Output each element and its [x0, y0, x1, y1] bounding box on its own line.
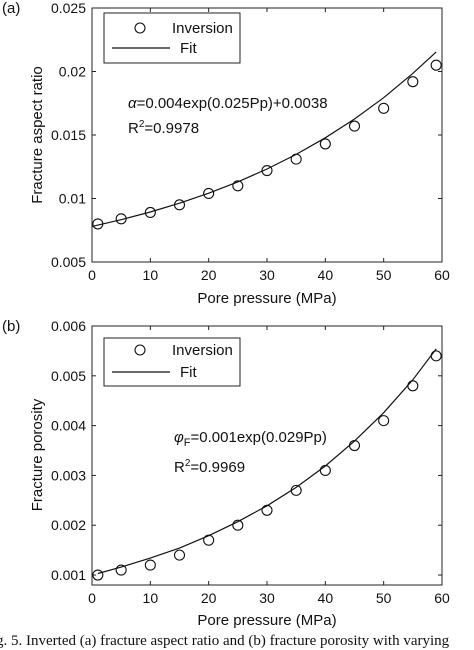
panel-a-data-point: [261, 165, 273, 177]
panel-a-data-point: [203, 187, 215, 199]
panel-b-xtick-label: 0: [88, 590, 96, 606]
panel-a: (a) 0 10 20 30 40 50 60 0.005 0.01 0.015 0.02 0.02…: [2, 0, 450, 307]
panel-b-data-point: [348, 439, 361, 452]
panel-b-data-point: [407, 380, 419, 392]
panel-a-legend-marker-inversion: [134, 22, 146, 34]
panel-b-xtick-label: 60: [434, 590, 450, 606]
panel-a-xtick-label: 30: [259, 267, 275, 283]
panel-b-ytick-label: 0.001: [51, 567, 86, 583]
panel-b-legend: Inversion Fit: [103, 337, 241, 387]
panel-a-ytick-label: 0.01: [59, 191, 86, 207]
panel-b-data-point: [144, 559, 156, 571]
panel-b-data-point: [319, 464, 331, 476]
panel-b-ytick-label: 0.006: [51, 318, 86, 334]
panel-b-data-point: [232, 519, 244, 531]
panel-b-data-point: [92, 569, 104, 581]
panel-a-ytick-label: 0.025: [51, 0, 86, 16]
panel-a-xtick-label: 0: [88, 267, 96, 283]
panel-b-xtick-label: 20: [201, 590, 217, 606]
panel-a-data-point: [430, 59, 442, 71]
panel-a-data-point: [290, 153, 302, 165]
panel-a-r-squared: R2=0.9978: [128, 119, 199, 137]
panel-a-xtick-label: 10: [143, 267, 159, 283]
panel-b-label: (b): [2, 318, 20, 335]
panel-b-ytick-label: 0.004: [51, 418, 86, 434]
panel-a-ytick-label: 0.005: [51, 254, 86, 270]
panel-b-xtick-label: 10: [143, 590, 159, 606]
panel-b-ytick-label: 0.005: [51, 368, 86, 384]
panel-b-equation: φF=0.001exp(0.029Pp): [174, 429, 327, 449]
panel-a-ylabel: Fracture aspect ratio: [29, 66, 46, 204]
panel-b-legend-inversion: Inversion: [172, 342, 233, 359]
panel-a-fit-line: [91, 51, 437, 227]
panel-a-xtick-label: 60: [434, 267, 450, 283]
panel-b-data-point: [378, 415, 390, 427]
panel-a-data-point: [115, 213, 127, 225]
panel-b-legend-marker-inversion: [134, 344, 146, 356]
panel-b-legend-box: [103, 337, 241, 387]
panel-a-legend-inversion: Inversion: [172, 20, 233, 37]
panel-b-legend-fit: Fit: [180, 364, 197, 381]
panel-b-xtick-label: 50: [376, 590, 392, 606]
panel-b-xtick-label: 40: [318, 590, 334, 606]
panel-a-legend-fit: Fit: [180, 40, 197, 57]
panel-a-xtick-label: 20: [201, 267, 217, 283]
panel-a-xlabel: Pore pressure (MPa): [197, 290, 336, 307]
panel-a-equation: α=0.004exp(0.025Pp)+0.0038: [128, 95, 328, 112]
panel-a-xtick-label: 50: [376, 267, 392, 283]
panel-a-ytick-label: 0.02: [59, 64, 86, 80]
panel-a-data-point: [378, 102, 390, 114]
panel-b-data-point: [290, 484, 302, 496]
panel-a-xtick-label: 40: [318, 267, 334, 283]
panel-a-ytick-label: 0.015: [51, 127, 86, 143]
panel-a-data-point: [173, 199, 186, 211]
panel-a-label: (a): [2, 0, 20, 17]
panel-b-ylabel: Fracture porosity: [29, 398, 46, 511]
panel-b-xtick-label: 30: [259, 590, 275, 606]
panel-a-legend-box: [103, 12, 241, 64]
panel-a-data-point: [232, 180, 244, 192]
panel-b-data-point: [261, 504, 273, 516]
panel-a-data-point: [319, 138, 331, 150]
panel-b-r-squared: R2=0.9969: [174, 458, 245, 476]
panel-b-data-point: [203, 534, 215, 546]
panel-b: (b) 0 10 20 30 40 50 60 0.001 0.002 0.003 0.004 0.…: [2, 318, 450, 629]
panel-a-data-point: [407, 76, 419, 88]
panel-a-data-point: [92, 218, 104, 230]
panel-a-legend: Inversion Fit: [103, 12, 241, 64]
panel-b-data-point: [115, 564, 127, 576]
figure-caption: g. 5. Inverted (a) fracture aspect ratio…: [0, 633, 450, 649]
panel-a-data-point: [348, 120, 361, 132]
panel-b-data-point: [430, 350, 442, 362]
panel-a-data-point: [144, 206, 156, 219]
panel-b-data-point: [173, 549, 186, 561]
panel-b-ytick-label: 0.002: [51, 517, 86, 533]
panel-b-ytick-label: 0.003: [51, 467, 86, 483]
panel-b-xlabel: Pore pressure (MPa): [197, 612, 336, 629]
